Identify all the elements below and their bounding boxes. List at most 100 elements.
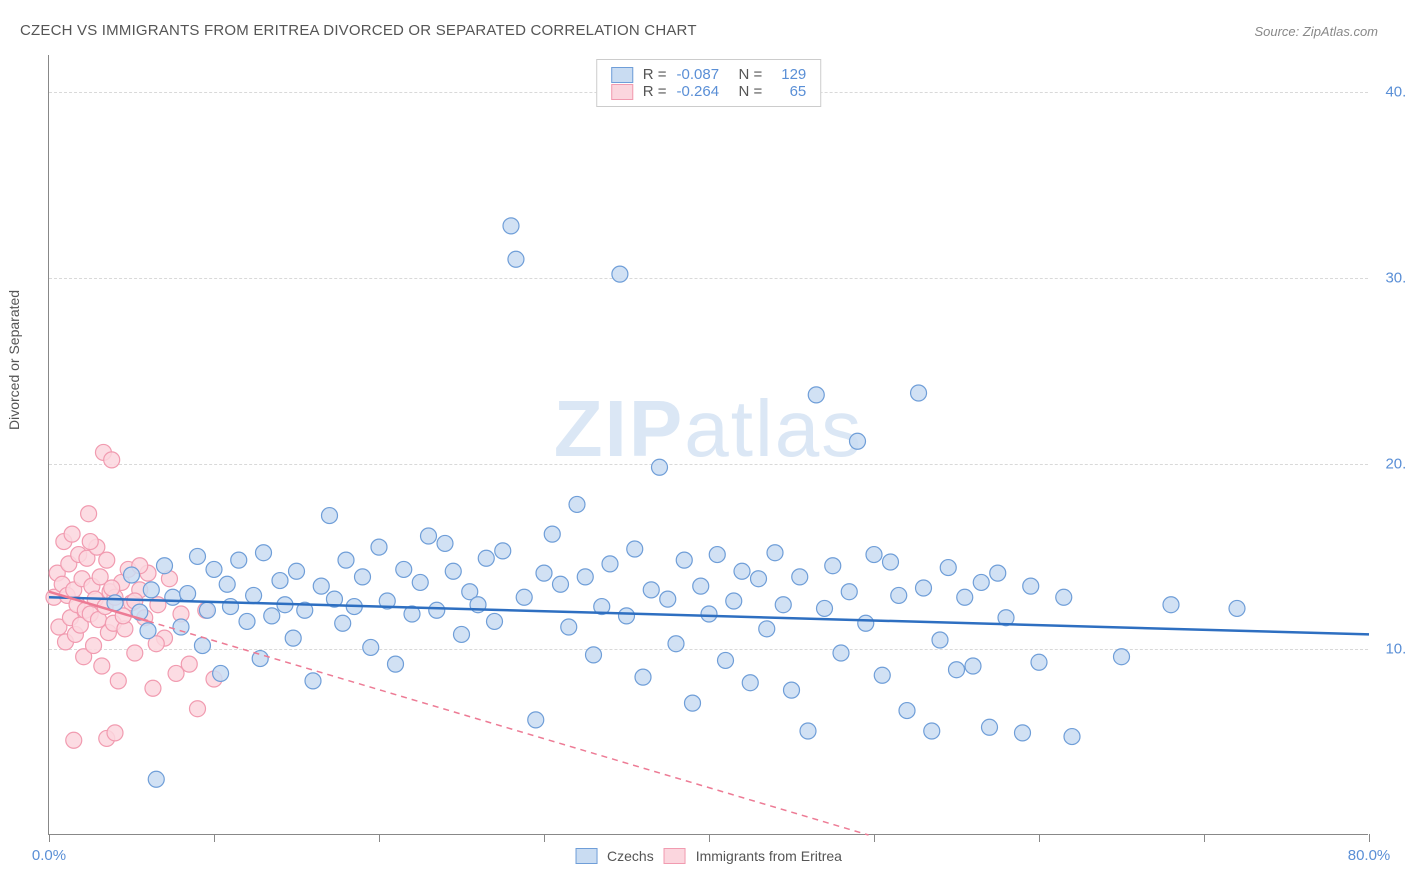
scatter-point xyxy=(602,556,618,572)
scatter-point xyxy=(833,645,849,661)
scatter-point xyxy=(412,574,428,590)
plot-area: ZIPatlas 10.0%20.0%30.0%40.0%0.0%80.0% R… xyxy=(48,55,1368,835)
scatter-point xyxy=(64,526,80,542)
scatter-point xyxy=(709,547,725,563)
scatter-point xyxy=(949,662,965,678)
trend-line-dashed xyxy=(148,621,869,835)
scatter-point xyxy=(528,712,544,728)
scatter-point xyxy=(305,673,321,689)
n-value-2: 65 xyxy=(772,83,806,100)
scatter-point xyxy=(792,569,808,585)
scatter-point xyxy=(569,496,585,512)
n-label-2: N = xyxy=(739,83,763,100)
scatter-point xyxy=(1056,589,1072,605)
xtick-label: 0.0% xyxy=(32,847,66,864)
scatter-point xyxy=(157,558,173,574)
scatter-point xyxy=(1015,725,1031,741)
scatter-point xyxy=(285,630,301,646)
scatter-point xyxy=(165,589,181,605)
scatter-point xyxy=(104,452,120,468)
scatter-point xyxy=(612,266,628,282)
scatter-point xyxy=(322,508,338,524)
scatter-point xyxy=(516,589,532,605)
scatter-point xyxy=(213,665,229,681)
xtick xyxy=(379,834,380,842)
scatter-point xyxy=(775,597,791,613)
xtick xyxy=(1204,834,1205,842)
y-axis-label: Divorced or Separated xyxy=(6,290,22,430)
scatter-point xyxy=(190,548,206,564)
scatter-point xyxy=(685,695,701,711)
xtick xyxy=(544,834,545,842)
legend-label-1: Czechs xyxy=(607,848,654,864)
swatch-bottom-1 xyxy=(575,848,597,864)
scatter-point xyxy=(246,587,262,603)
scatter-point xyxy=(219,576,235,592)
scatter-point xyxy=(577,569,593,585)
scatter-point xyxy=(1031,654,1047,670)
scatter-point xyxy=(194,638,210,654)
scatter-point xyxy=(143,582,159,598)
scatter-point xyxy=(264,608,280,624)
scatter-point xyxy=(429,602,445,618)
xtick xyxy=(1039,834,1040,842)
scatter-point xyxy=(619,608,635,624)
scatter-point xyxy=(99,552,115,568)
scatter-point xyxy=(841,584,857,600)
scatter-point xyxy=(396,561,412,577)
scatter-point xyxy=(363,639,379,655)
scatter-point xyxy=(1114,649,1130,665)
scatter-point xyxy=(759,621,775,637)
swatch-series-2 xyxy=(611,84,633,100)
scatter-point xyxy=(289,563,305,579)
n-value-1: 129 xyxy=(772,66,806,83)
source-attribution: Source: ZipAtlas.com xyxy=(1254,24,1378,39)
scatter-point xyxy=(891,587,907,603)
ytick-label: 40.0% xyxy=(1385,84,1406,101)
scatter-point xyxy=(124,567,140,583)
scatter-point xyxy=(586,647,602,663)
xtick xyxy=(49,834,50,842)
scatter-point xyxy=(272,573,288,589)
scatter-point xyxy=(1023,578,1039,594)
scatter-point xyxy=(508,251,524,267)
scatter-point xyxy=(858,615,874,631)
scatter-point xyxy=(421,528,437,544)
scatter-point xyxy=(81,506,97,522)
xtick xyxy=(1369,834,1370,842)
scatter-point xyxy=(190,701,206,717)
scatter-point xyxy=(1064,729,1080,745)
scatter-point xyxy=(173,619,189,635)
scatter-point xyxy=(850,433,866,449)
scatter-point xyxy=(982,719,998,735)
scatter-point xyxy=(140,623,156,639)
scatter-point xyxy=(335,615,351,631)
scatter-point xyxy=(911,385,927,401)
scatter-point xyxy=(313,578,329,594)
scatter-point xyxy=(916,580,932,596)
scatter-point xyxy=(676,552,692,568)
scatter-point xyxy=(503,218,519,234)
chart-title: CZECH VS IMMIGRANTS FROM ERITREA DIVORCE… xyxy=(20,22,697,39)
scatter-point xyxy=(181,656,197,672)
scatter-point xyxy=(445,563,461,579)
scatter-point xyxy=(825,558,841,574)
legend-row-2: R = -0.264 N = 65 xyxy=(611,83,807,100)
r-label-1: R = xyxy=(643,66,667,83)
scatter-point xyxy=(701,606,717,622)
scatter-point xyxy=(784,682,800,698)
scatter-point xyxy=(635,669,651,685)
xtick xyxy=(709,834,710,842)
scatter-point xyxy=(180,586,196,602)
scatter-point xyxy=(145,680,161,696)
n-label-1: N = xyxy=(739,66,763,83)
scatter-point xyxy=(924,723,940,739)
scatter-point xyxy=(454,626,470,642)
scatter-point xyxy=(495,543,511,559)
scatter-point xyxy=(693,578,709,594)
xtick-label: 80.0% xyxy=(1348,847,1391,864)
scatter-point xyxy=(742,675,758,691)
r-label-2: R = xyxy=(643,83,667,100)
scatter-point xyxy=(808,387,824,403)
scatter-point xyxy=(82,534,98,550)
